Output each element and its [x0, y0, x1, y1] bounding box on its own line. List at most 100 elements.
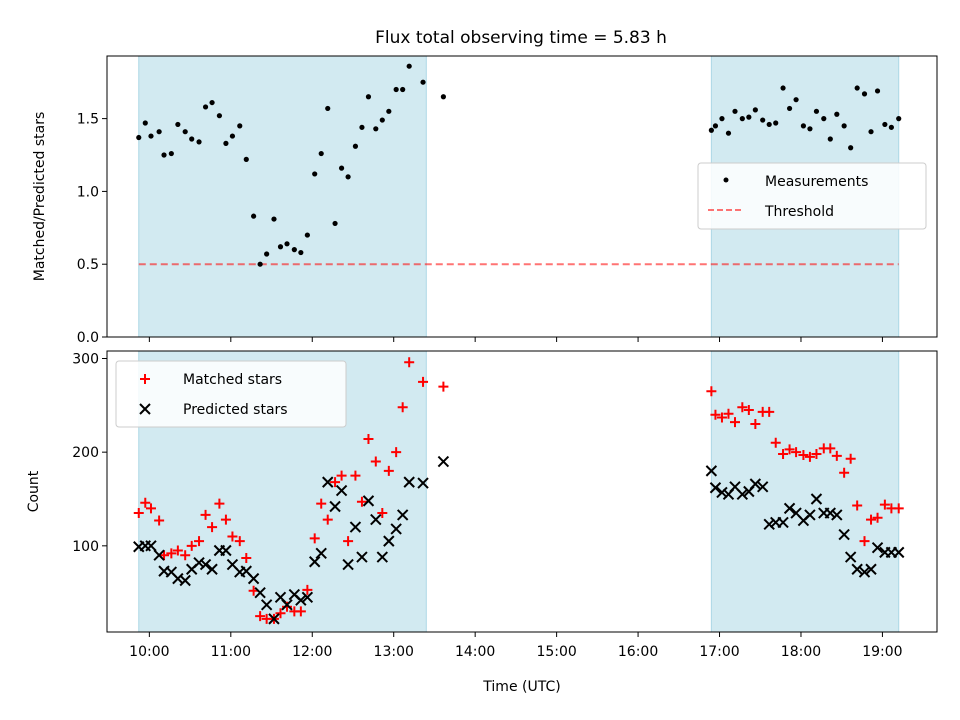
measurement-point — [161, 152, 167, 158]
matched-star-point — [831, 450, 842, 461]
measurement-point — [223, 140, 229, 146]
measurement-point — [352, 143, 359, 149]
predicted-star-point — [349, 521, 362, 533]
measurement-points — [136, 63, 902, 267]
ratio-y-axis-label: Matched/Predicted stars — [32, 112, 48, 282]
measurement-point — [786, 105, 793, 112]
matched-star-point — [825, 443, 836, 454]
measurement-point — [813, 108, 820, 114]
predicted-star-point — [342, 558, 354, 571]
measurement-point — [848, 145, 854, 151]
ratio-legend: Measurements Threshold — [697, 162, 927, 230]
measurement-point — [229, 133, 236, 139]
predicted-star-point — [281, 599, 293, 611]
x-tick-label: 15:00 — [536, 644, 576, 660]
observing-window-shading — [138, 55, 900, 338]
matched-star-point — [241, 553, 252, 564]
predicted-star-point — [376, 551, 389, 563]
matched-star-point — [309, 533, 320, 544]
matched-star-point — [804, 451, 815, 462]
y-tick-label: 1.0 — [77, 184, 99, 200]
predicted-star-point — [301, 591, 314, 604]
measurement-point — [807, 126, 813, 132]
measurement-point — [766, 121, 772, 128]
predicted-star-point — [308, 556, 321, 568]
predicted-star-point — [260, 599, 273, 611]
predicted-star-point — [804, 509, 816, 521]
predicted-star-point — [893, 546, 905, 559]
matched-star-point — [275, 608, 286, 619]
predicted-star-point — [193, 556, 205, 569]
measurement-point — [821, 116, 827, 122]
measurement-point — [827, 136, 833, 142]
matched-star-point — [322, 514, 333, 525]
counts-x-ticks: 10:00 11:00 12:00 13:00 14:00 15:00 16:00 17:00… — [129, 632, 903, 660]
predicted-star-point — [383, 535, 395, 547]
predicted-star-point — [179, 574, 191, 587]
predicted-star-point — [417, 477, 429, 489]
measurement-point — [746, 114, 752, 120]
observing-window — [138, 55, 427, 338]
predicted-star-point — [824, 507, 837, 519]
matched-star-point — [750, 419, 761, 430]
matched-star-point — [391, 447, 402, 458]
measurement-point — [216, 113, 223, 119]
predicted-star-point — [390, 523, 402, 535]
matched-star-point — [159, 550, 170, 561]
y-tick-label: 0.5 — [77, 257, 99, 273]
predicted-star-point — [356, 551, 368, 563]
matched-star-point — [893, 503, 904, 514]
measurement-point — [400, 86, 406, 93]
legend-marker-measurements — [723, 177, 729, 183]
measurement-point — [318, 150, 324, 157]
matched-star-point — [784, 444, 795, 455]
legend-label-measurements: Measurements — [765, 174, 868, 190]
measurement-point — [719, 116, 725, 122]
matched-star-point — [839, 467, 850, 478]
measurement-point — [284, 241, 290, 247]
matched-star-point — [227, 531, 238, 542]
x-tick-label: 16:00 — [618, 644, 658, 660]
matched-star-point — [404, 357, 415, 368]
measurement-point — [841, 123, 847, 129]
ratio-x-ticks — [148, 337, 883, 342]
measurement-point — [298, 249, 304, 256]
x-tick-label: 14:00 — [455, 644, 495, 660]
predicted-star-point — [437, 455, 450, 468]
matched-star-point — [798, 449, 809, 460]
predicted-star-point — [844, 551, 857, 563]
predicted-star-point — [871, 541, 884, 554]
measurement-point — [277, 244, 284, 250]
counts-legend-box — [115, 360, 347, 428]
predicted-star-point — [851, 563, 863, 575]
predicted-star-point — [268, 613, 280, 625]
measurement-point — [345, 174, 351, 180]
counts-y-ticks: 100 200 300 — [72, 351, 107, 555]
matched-star-point — [737, 402, 748, 413]
counts-legend: Matched stars Predicted stars — [115, 360, 347, 428]
matched-star-point — [370, 456, 381, 467]
measurement-point — [338, 165, 345, 171]
measurement-point — [291, 247, 297, 253]
measurement-point — [304, 232, 310, 238]
matched-star-point — [356, 496, 367, 507]
chart-title: Flux total observing time = 5.83 h — [375, 28, 667, 48]
measurement-point — [386, 108, 392, 114]
matched-star-point — [438, 381, 449, 392]
matched-star-point — [343, 536, 354, 547]
measurement-point — [393, 86, 399, 93]
legend-label-matched: Matched stars — [183, 372, 282, 388]
predicted-star-point — [295, 594, 307, 606]
predicted-star-point — [763, 518, 775, 530]
predicted-star-point — [335, 484, 348, 497]
measurement-point — [168, 150, 174, 157]
measurement-point — [868, 129, 874, 135]
measurement-point — [237, 123, 243, 129]
measurement-point — [882, 121, 888, 128]
matched-star-point — [234, 536, 245, 547]
predicted-star-point — [865, 563, 877, 575]
observing-window-shading — [138, 350, 900, 633]
measurement-point — [325, 105, 331, 112]
legend-marker-matched — [140, 374, 150, 384]
measurement-point — [209, 99, 215, 106]
